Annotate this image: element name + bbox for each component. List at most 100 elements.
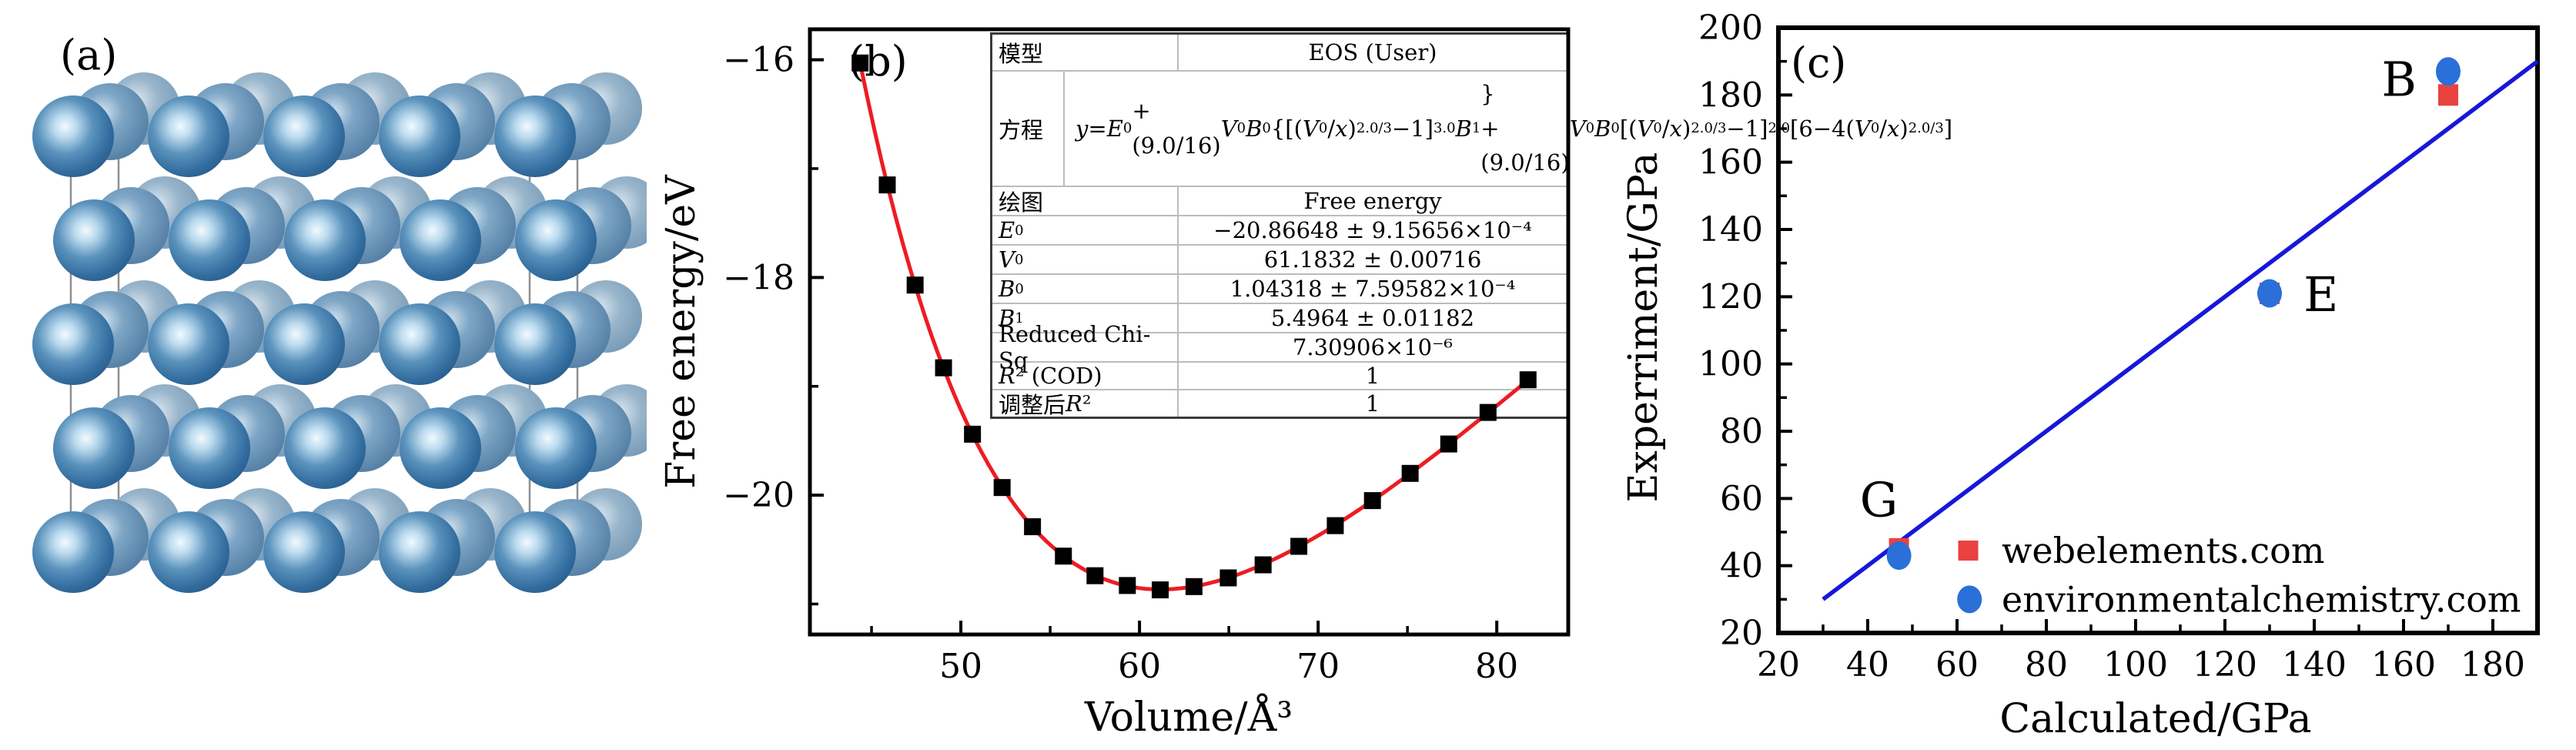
table-row: B 0 1.04318 ± 7.59582×10⁻⁴ [992, 273, 1567, 303]
table-cell-value: −20.86648 ± 9.15656×10⁻⁴ [1213, 217, 1532, 243]
atom-front [379, 303, 460, 385]
table-row: V 0 61.1832 ± 0.00716 [992, 244, 1567, 273]
crystal-structure-figure [32, 72, 647, 593]
atom-front [148, 303, 229, 385]
x-tick-label: 60 [1935, 645, 1979, 685]
legend-label: webelements.com [2002, 530, 2324, 571]
table-row: B 1 5.4964 ± 0.01182 [992, 303, 1567, 332]
y-tick-label: −16 [723, 41, 795, 80]
table-cell-value: Free energy [1303, 188, 1442, 214]
eos-chart: 50 60 70 80 −16 −18 −20 [723, 27, 1571, 686]
point-label: E [2303, 266, 2338, 323]
eos-fit-curve [858, 62, 1526, 592]
panel-b: 模型 EOS (User) 方程 y = E 0 +(9.0/16) V 0 B 0{[(V 0/x… [647, 0, 1952, 750]
data-point-square [1185, 578, 1203, 595]
x-tick-label: 70 [1296, 647, 1340, 686]
atom-front [263, 303, 345, 385]
table-cell-label: 模型 [992, 35, 1179, 70]
atom-front [400, 407, 481, 489]
atom-front [494, 95, 576, 177]
atom-front [379, 511, 460, 593]
table-row: 绘图 Free energy [992, 186, 1567, 216]
panel-a-label: (a) [60, 31, 118, 79]
atom-front [32, 95, 114, 177]
atom-cluster [148, 72, 296, 177]
y-tick-label: 120 [1698, 277, 1763, 316]
panel-b-x-axis-title: Volume/Å³ [1084, 695, 1293, 741]
atom-front [515, 407, 597, 489]
y-tick-label: 140 [1698, 210, 1763, 249]
table-cell-value: 1 [1365, 363, 1380, 389]
data-point-square [1440, 435, 1457, 453]
atom-front [263, 511, 345, 593]
y-tick-label: 80 [1720, 412, 1763, 451]
atom-front [32, 303, 114, 385]
atom-front [53, 407, 135, 489]
atom-cluster [494, 488, 642, 593]
x-tick-label: 20 [1757, 645, 1800, 685]
data-point-square [1519, 371, 1537, 389]
data-point-square [1290, 537, 1308, 555]
y-tick-label: 180 [1698, 75, 1763, 115]
table-cell-label: 调整后 R ² [992, 390, 1179, 418]
data-point-square [1326, 517, 1344, 534]
atom-cluster [32, 280, 180, 385]
table-cell-label: 绘图 [992, 187, 1179, 216]
data-point-circle [2257, 279, 2282, 308]
atom-lattice [32, 72, 647, 593]
tick-labels: 20 40 60 80 100 120 140 160 180 20 40 60 80 100 120 140… [1698, 8, 2525, 685]
x-tick-label: 180 [2461, 645, 2525, 685]
data-point-square [878, 176, 896, 194]
atom-cluster [263, 280, 411, 385]
atom-front [494, 511, 576, 593]
atom-cluster [53, 384, 201, 489]
data-point-square [851, 54, 869, 72]
y-tick-label: 20 [1720, 614, 1763, 653]
table-cell-value: y = E 0 +(9.0/16) V 0 B 0{[(V 0/x) 2.0/3 −1] 3.0 B 1… [1076, 80, 1953, 176]
atom-cluster [53, 176, 201, 281]
data-point-square [1086, 567, 1104, 584]
y-tick-label: −20 [723, 476, 795, 515]
axis-ticks [810, 58, 1499, 634]
table-row: 模型 EOS (User) [992, 35, 1567, 70]
y-tick-label: 40 [1720, 547, 1763, 586]
atom-cluster [494, 280, 642, 385]
panel-c-label: (c) [1791, 39, 1847, 87]
y-tick-label: 100 [1698, 345, 1763, 384]
webelements-points [1889, 84, 2458, 560]
table-cell-value: 1.04318 ± 7.59582×10⁻⁴ [1229, 276, 1516, 302]
point-labels: B E G [1860, 52, 2417, 528]
data-point-square [2438, 84, 2458, 106]
atom-cluster [263, 72, 411, 177]
table-cell-label: 方程 [992, 72, 1065, 186]
data-point-square [993, 479, 1011, 497]
data-point-square [906, 276, 924, 294]
atom-front [32, 511, 114, 593]
table-row: 方程 y = E 0 +(9.0/16) V 0 B 0{[(V 0/x) 2.0/3 −1] 3.0… [992, 70, 1952, 186]
atom-front [148, 511, 229, 593]
tick-labels: 50 60 70 80 −16 −18 −20 [723, 41, 1518, 686]
panel-b-label: (b) [848, 37, 908, 85]
x-tick-label: 60 [1118, 647, 1161, 686]
atom-front [169, 407, 250, 489]
table-cell-value: EOS (User) [1308, 39, 1437, 65]
data-point-square [1119, 577, 1136, 594]
x-tick-label: 40 [1846, 645, 1889, 685]
atom-front [169, 199, 250, 281]
data-point-square [1024, 518, 1042, 536]
atom-front [263, 95, 345, 177]
y-tick-label: −18 [723, 258, 795, 297]
atom-cluster [284, 176, 432, 281]
atom-cluster [515, 384, 647, 489]
atom-front [284, 407, 366, 489]
data-point-square [1479, 403, 1497, 421]
legend-label: environmentalchemistry.com [2002, 578, 2521, 620]
table-cell-value: 1 [1365, 390, 1380, 417]
free-energy-points [851, 54, 1537, 599]
y-tick-label: 160 [1698, 143, 1763, 182]
data-point-square [1254, 556, 1272, 574]
panel-a: (a) [0, 0, 647, 750]
data-point-square [935, 359, 952, 377]
data-point-square [1152, 581, 1169, 599]
